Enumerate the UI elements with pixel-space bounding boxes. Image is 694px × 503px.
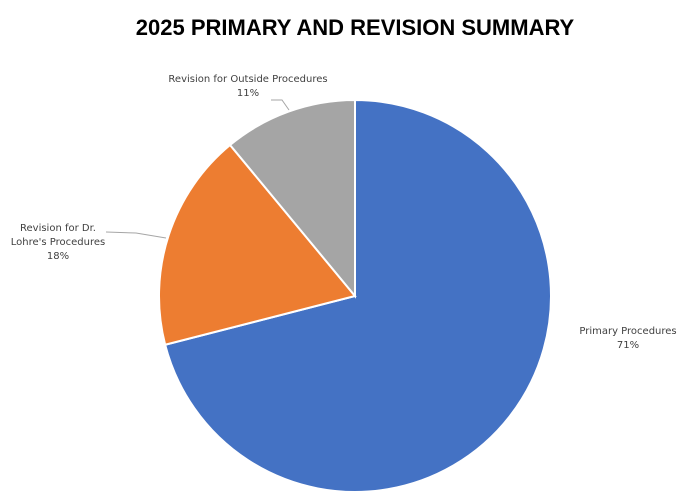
category-label: Revision for Outside Procedures: [168, 74, 328, 85]
slice-label: Revision for Dr. Lohre's Procedures 18%: [5, 222, 111, 264]
value-label: 11%: [236, 88, 260, 99]
chart-title: 2025 PRIMARY AND REVISION SUMMARY: [136, 15, 575, 40]
category-label: Revision for Dr. Lohre's Procedures: [10, 223, 106, 248]
value-label: 71%: [616, 340, 640, 351]
pie-slice: [228, 98, 356, 299]
pie-slice: [163, 98, 552, 493]
pie-slice: [158, 143, 357, 346]
slice-label: Primary Procedures 71%: [560, 325, 694, 353]
leader-line: [271, 99, 290, 111]
value-label: 18%: [46, 251, 70, 262]
slice-label: Revision for Outside Procedures 11%: [150, 73, 346, 101]
leader-line: [105, 231, 167, 239]
category-label: Primary Procedures: [579, 326, 677, 337]
pie: [158, 98, 552, 493]
